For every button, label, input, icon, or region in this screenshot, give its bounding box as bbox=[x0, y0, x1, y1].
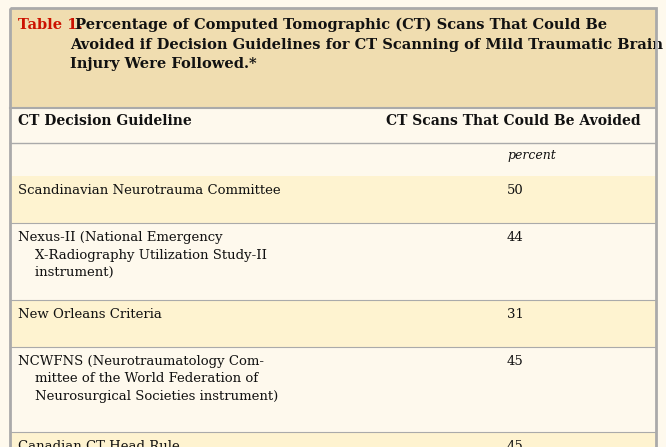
Bar bbox=[10, 300, 656, 347]
Text: 44: 44 bbox=[507, 231, 523, 244]
Text: CT Decision Guideline: CT Decision Guideline bbox=[18, 114, 192, 128]
Text: NCWFNS (Neurotraumatology Com-
    mittee of the World Federation of
    Neurosu: NCWFNS (Neurotraumatology Com- mittee of… bbox=[18, 355, 278, 403]
Text: New Orleans Criteria: New Orleans Criteria bbox=[18, 308, 162, 321]
Bar bbox=[10, 176, 656, 223]
Bar bbox=[10, 347, 656, 432]
Text: Nexus-II (National Emergency
    X-Radiography Utilization Study-II
    instrume: Nexus-II (National Emergency X-Radiograp… bbox=[18, 231, 267, 279]
Text: Table 1.: Table 1. bbox=[18, 18, 83, 32]
Bar bbox=[10, 108, 656, 143]
Bar bbox=[10, 432, 656, 447]
Text: CT Scans That Could Be Avoided: CT Scans That Could Be Avoided bbox=[386, 114, 641, 128]
Bar bbox=[10, 143, 656, 176]
Text: 50: 50 bbox=[507, 184, 523, 197]
Bar bbox=[10, 223, 656, 300]
Text: 31: 31 bbox=[507, 308, 524, 321]
Bar bbox=[10, 8, 656, 108]
Text: Scandinavian Neurotrauma Committee: Scandinavian Neurotrauma Committee bbox=[18, 184, 280, 197]
Text: 45: 45 bbox=[507, 440, 523, 447]
Text: Canadian CT Head Rule: Canadian CT Head Rule bbox=[18, 440, 180, 447]
Text: 45: 45 bbox=[507, 355, 523, 368]
Text: Percentage of Computed Tomographic (CT) Scans That Could Be
Avoided if Decision : Percentage of Computed Tomographic (CT) … bbox=[70, 18, 663, 72]
Text: percent: percent bbox=[507, 149, 555, 162]
